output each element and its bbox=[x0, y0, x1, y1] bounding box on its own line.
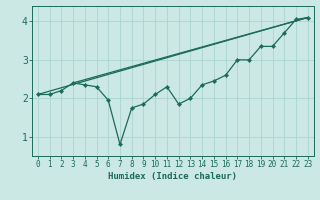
X-axis label: Humidex (Indice chaleur): Humidex (Indice chaleur) bbox=[108, 172, 237, 181]
